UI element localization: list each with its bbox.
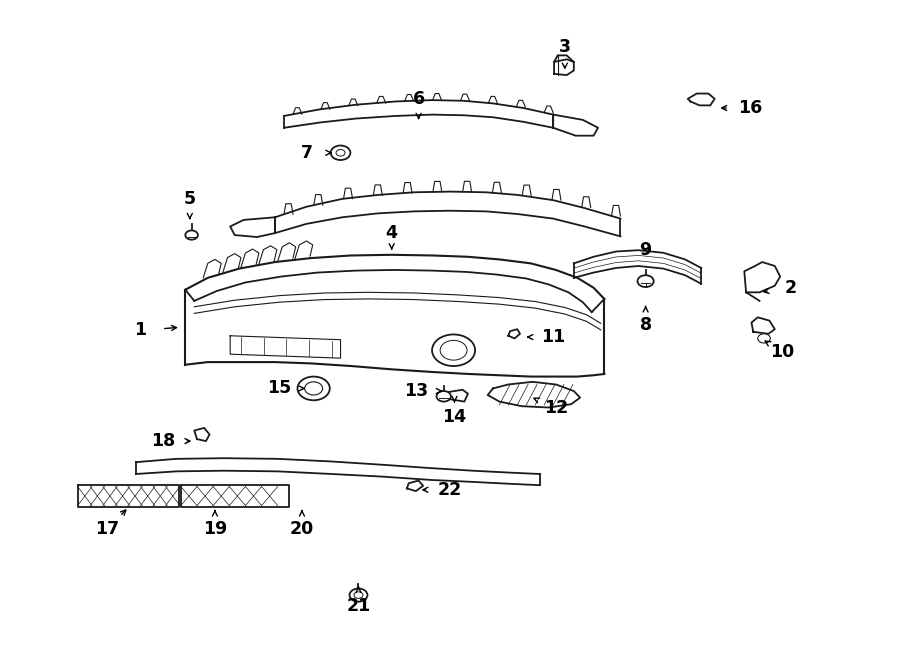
Polygon shape [508, 329, 520, 338]
Polygon shape [446, 390, 468, 402]
Polygon shape [230, 217, 275, 237]
Text: 13: 13 [404, 382, 428, 400]
Polygon shape [185, 254, 604, 377]
Circle shape [637, 275, 653, 287]
Polygon shape [554, 59, 574, 75]
Polygon shape [574, 251, 701, 284]
Text: 21: 21 [346, 597, 371, 615]
Polygon shape [194, 428, 210, 441]
Text: 8: 8 [640, 316, 652, 334]
Text: 14: 14 [443, 408, 466, 426]
Text: 22: 22 [438, 481, 462, 499]
Text: 6: 6 [412, 90, 425, 108]
Polygon shape [688, 94, 715, 105]
Circle shape [432, 334, 475, 366]
Text: 10: 10 [770, 342, 794, 360]
Text: 4: 4 [386, 224, 398, 242]
Polygon shape [744, 262, 780, 292]
Text: 9: 9 [640, 241, 652, 259]
Circle shape [436, 391, 451, 402]
Polygon shape [230, 336, 340, 358]
Polygon shape [275, 192, 620, 237]
Text: 17: 17 [95, 520, 120, 538]
Text: 18: 18 [151, 432, 175, 450]
Text: 7: 7 [301, 144, 312, 162]
Circle shape [349, 588, 367, 602]
Circle shape [298, 377, 329, 401]
Polygon shape [181, 485, 289, 507]
Text: 19: 19 [202, 520, 227, 538]
Text: 16: 16 [738, 99, 762, 117]
Polygon shape [752, 317, 775, 334]
Polygon shape [407, 481, 423, 491]
Text: 5: 5 [184, 190, 196, 208]
Text: 1: 1 [134, 321, 147, 340]
Text: 12: 12 [544, 399, 568, 417]
Text: 20: 20 [290, 520, 314, 538]
Text: 3: 3 [559, 38, 571, 56]
Polygon shape [488, 382, 580, 408]
Text: 11: 11 [541, 328, 565, 346]
Circle shape [758, 334, 770, 343]
Circle shape [330, 145, 350, 160]
Polygon shape [284, 100, 554, 128]
Polygon shape [77, 485, 179, 507]
Text: 2: 2 [785, 279, 797, 297]
Text: 15: 15 [267, 379, 292, 397]
Polygon shape [554, 114, 598, 136]
Polygon shape [136, 458, 540, 485]
Circle shape [185, 231, 198, 240]
